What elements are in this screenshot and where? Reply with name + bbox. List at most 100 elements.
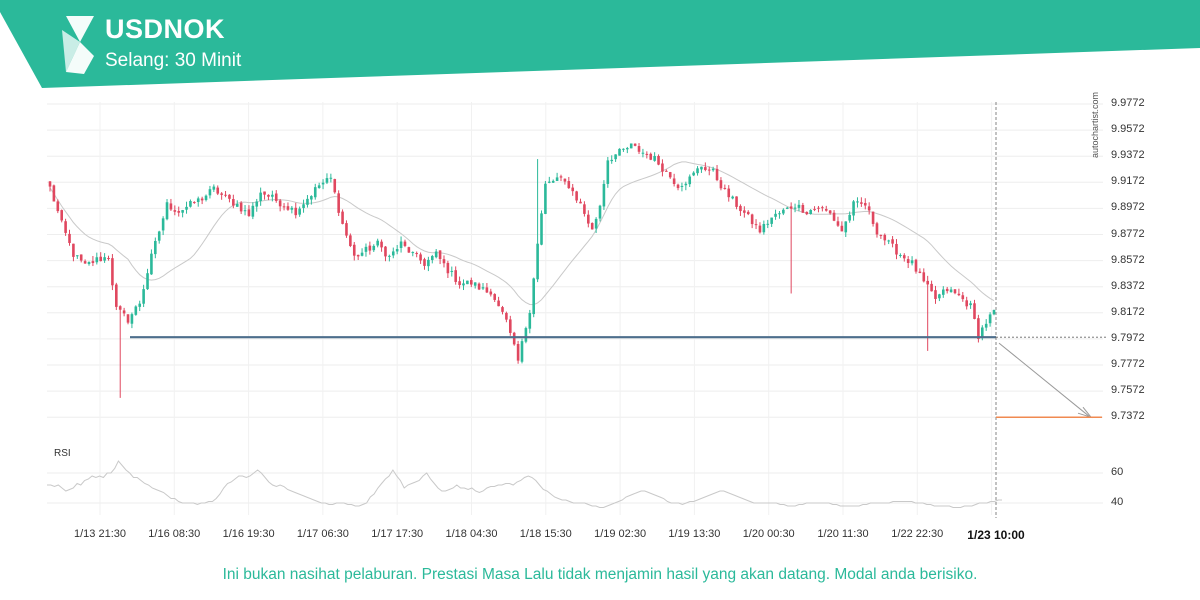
candle	[883, 233, 887, 246]
candle	[434, 248, 438, 259]
candle	[606, 156, 610, 188]
candle	[676, 183, 680, 191]
candle	[200, 196, 204, 205]
candle	[750, 213, 754, 229]
candle	[879, 234, 883, 239]
candle	[122, 307, 126, 317]
candle	[743, 206, 746, 218]
candle	[774, 209, 777, 220]
candle	[762, 220, 766, 235]
candle	[688, 174, 692, 188]
candle	[571, 183, 575, 196]
price-tick-label: 9.9772	[1111, 97, 1145, 109]
candle	[813, 206, 816, 212]
candle	[391, 247, 395, 259]
candle	[278, 198, 282, 212]
candle	[707, 166, 711, 176]
candle	[828, 210, 832, 215]
candle	[220, 192, 223, 200]
candle	[653, 152, 656, 162]
candle	[243, 205, 247, 216]
candle	[263, 191, 266, 200]
candle	[684, 181, 688, 191]
candle	[731, 195, 734, 200]
candle	[446, 260, 450, 279]
moving-average-line	[49, 161, 995, 306]
candle	[306, 195, 309, 208]
candle	[427, 256, 430, 272]
disclaimer-text: Ini bukan nasihat pelaburan. Prestasi Ma…	[222, 566, 978, 583]
candle	[973, 299, 976, 320]
price-tick-label: 9.8372	[1111, 279, 1145, 292]
candle	[466, 280, 469, 285]
candle	[672, 173, 676, 187]
candle	[746, 210, 750, 216]
candle	[185, 201, 188, 214]
candle	[247, 205, 251, 217]
candle	[60, 209, 64, 223]
candle	[988, 312, 992, 327]
candle	[758, 222, 762, 234]
candle	[528, 309, 532, 334]
candle	[594, 217, 598, 233]
time-tick-label: 1/19 13:30	[668, 528, 721, 540]
candle	[711, 166, 715, 172]
candle	[462, 279, 465, 291]
candle	[587, 210, 590, 228]
moving-average-layer	[49, 161, 995, 306]
price-tick-label: 9.8572	[1111, 253, 1145, 266]
candle	[76, 255, 79, 259]
candle	[785, 206, 789, 210]
candle	[458, 276, 461, 289]
candle	[871, 211, 875, 227]
candle	[540, 210, 543, 246]
candle	[345, 220, 348, 238]
candle	[575, 190, 578, 203]
candle	[313, 183, 317, 200]
time-tick-label: 1/18 04:30	[445, 528, 498, 540]
candle	[945, 286, 949, 294]
candle	[867, 202, 871, 215]
candle	[79, 254, 83, 263]
candle	[614, 154, 617, 162]
candle	[910, 256, 914, 266]
candle	[508, 315, 512, 336]
candle	[536, 159, 539, 283]
time-tick-label: 1/17 17:30	[371, 528, 424, 540]
candle	[274, 190, 278, 203]
candle	[770, 217, 773, 227]
candle	[567, 176, 571, 189]
candle	[450, 266, 454, 277]
candle	[169, 198, 173, 211]
candle	[590, 222, 594, 230]
time-tick-label: 1/17 06:30	[296, 528, 349, 540]
candle	[134, 305, 138, 316]
candle	[610, 155, 614, 164]
price-tick-label: 9.9372	[1111, 149, 1145, 162]
candle	[906, 256, 910, 269]
candle	[563, 178, 567, 185]
candle	[161, 216, 165, 236]
candle	[832, 210, 836, 222]
candle	[290, 205, 294, 214]
price-tick-label: 9.8172	[1111, 305, 1145, 318]
candle	[411, 251, 415, 257]
time-tick-label: 1/22 22:30	[891, 528, 944, 540]
candle	[938, 293, 941, 302]
candle	[111, 254, 114, 291]
candle	[497, 296, 500, 307]
candle	[918, 268, 922, 274]
candle	[216, 185, 220, 196]
time-tick-label: 1/16 19:30	[222, 528, 275, 540]
candle	[824, 205, 828, 212]
candle	[863, 198, 867, 210]
candle	[251, 202, 255, 220]
time-tick-label: 1/16 08:30	[148, 528, 201, 540]
candle	[154, 237, 157, 259]
candle	[583, 201, 586, 217]
candle	[922, 268, 926, 283]
candle	[622, 148, 625, 152]
candle	[532, 277, 536, 318]
candle	[852, 200, 855, 221]
candle	[649, 152, 653, 161]
